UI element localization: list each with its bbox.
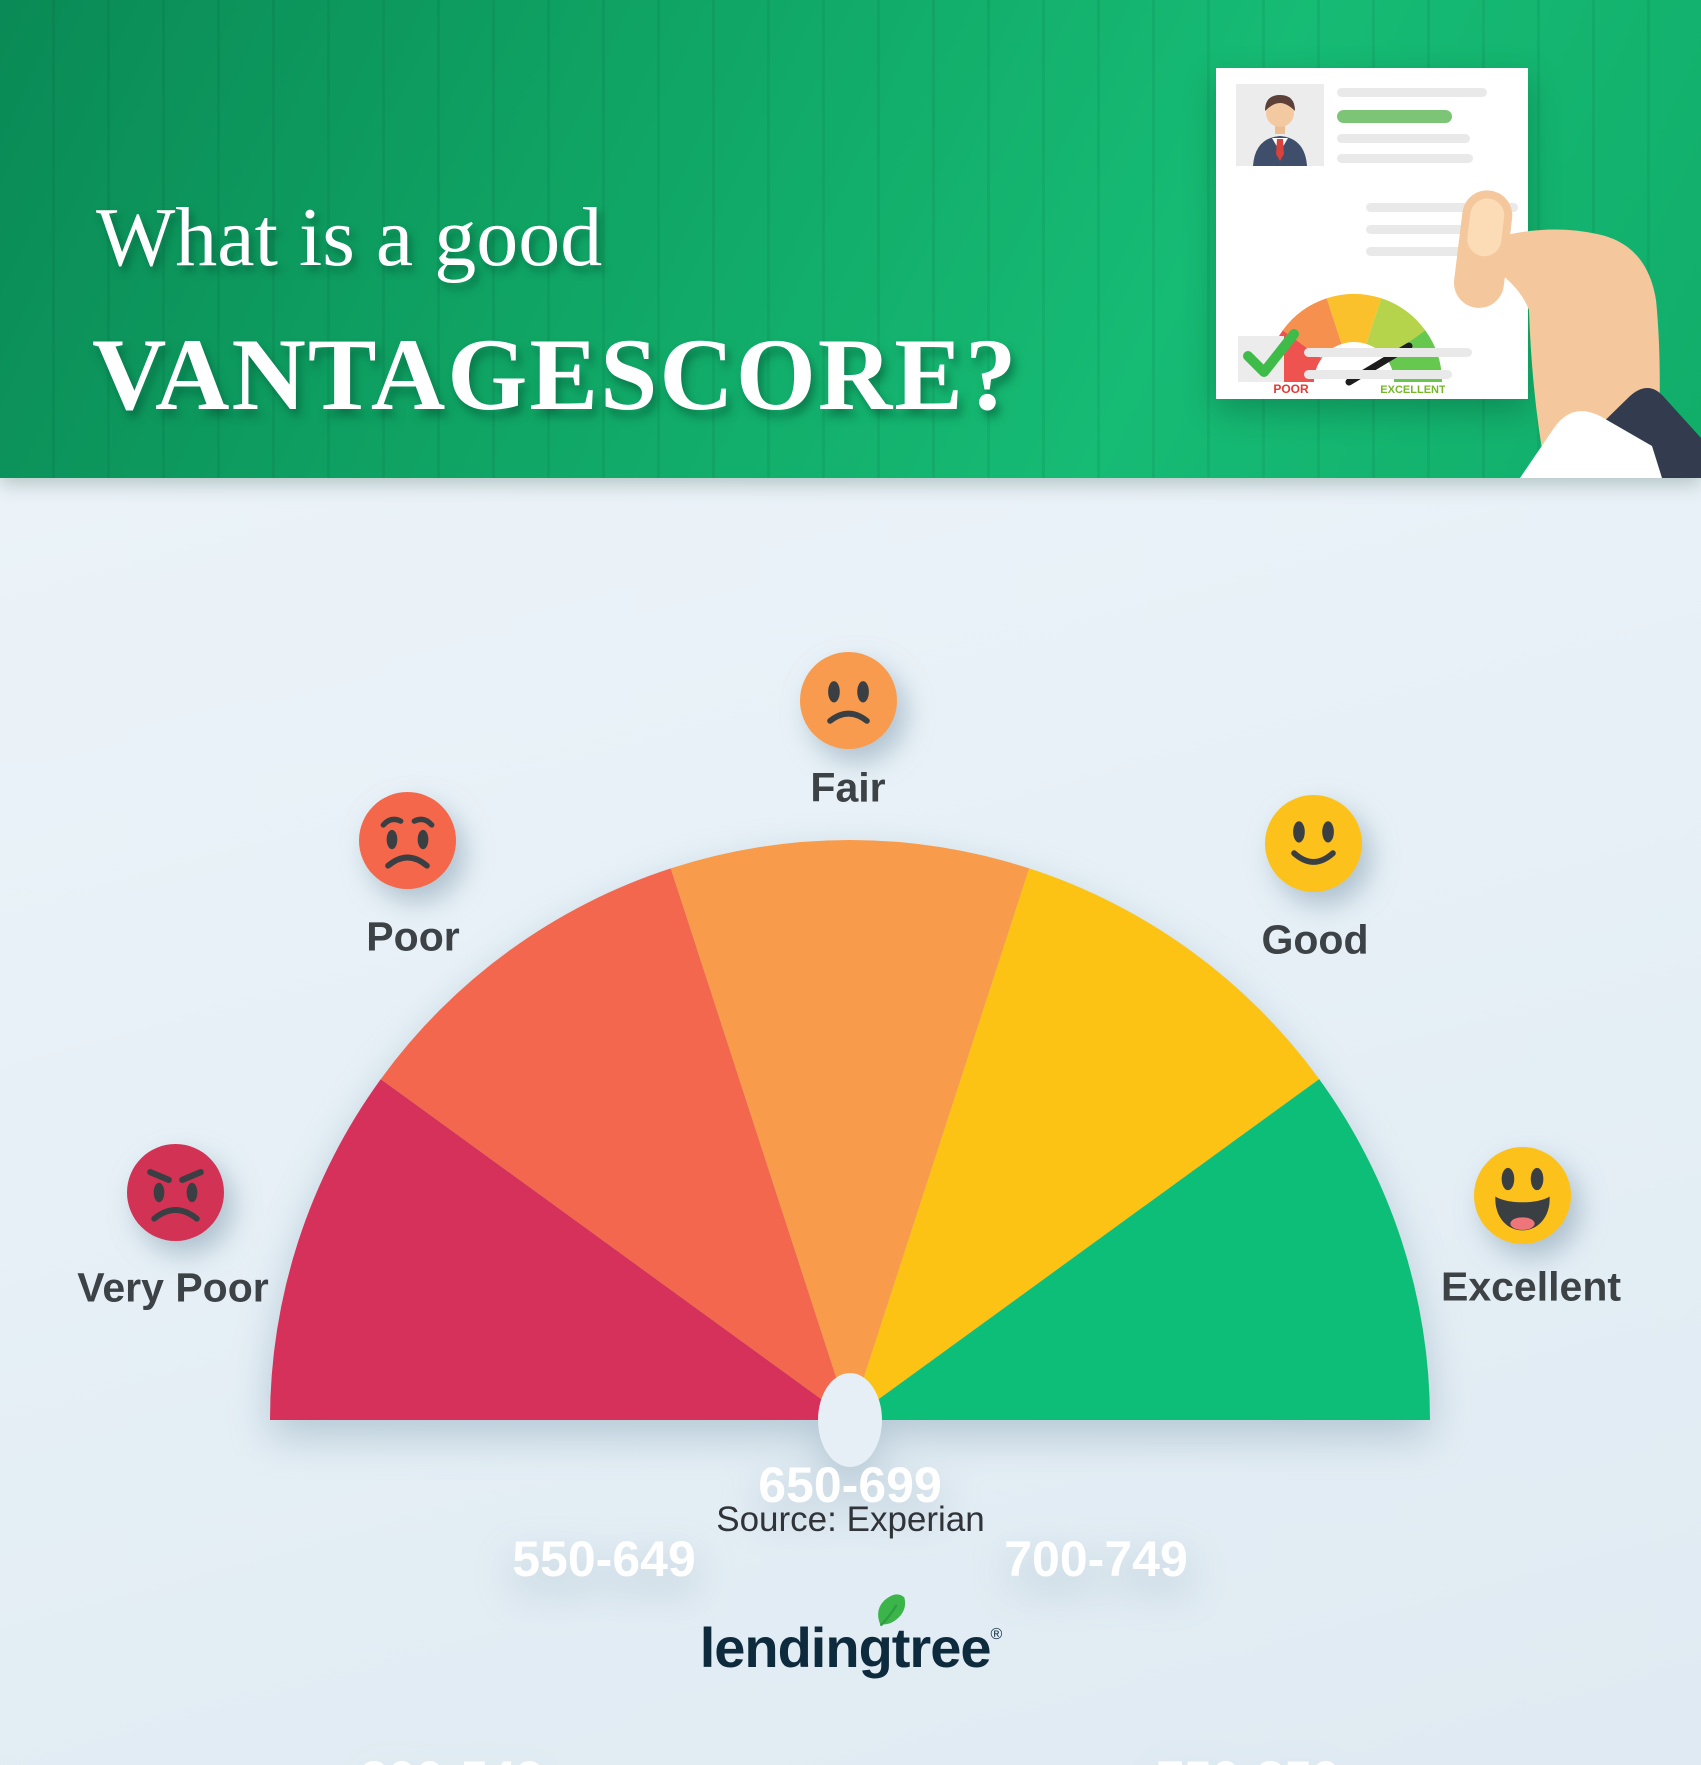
report-highlight-line: [1337, 110, 1452, 123]
good-emoji-icon: [1265, 795, 1362, 892]
vantagescore-gauge: 300-549 550-649 650-699 700-749 750-850: [270, 840, 1430, 1765]
mood-label-excellent: Excellent: [1440, 1263, 1622, 1310]
range-label-good: 700-749: [1004, 1531, 1188, 1587]
range-label-excellent: 750-850: [1156, 1751, 1340, 1765]
gauge-wedge-fair: [670, 840, 1030, 1420]
report-text-line: [1304, 370, 1452, 379]
report-text-line: [1337, 154, 1473, 163]
mood-label-poor: Poor: [366, 913, 460, 960]
report-text-line: [1337, 88, 1487, 97]
excellent-emoji-icon: [1474, 1147, 1571, 1244]
gauge-wedge-good: [850, 868, 1320, 1420]
thumb: [1453, 190, 1513, 308]
shirt-cuff: [1520, 411, 1662, 478]
report-text-line: [1304, 348, 1472, 357]
registered-mark: ®: [990, 1626, 1003, 1643]
checkmark-icon: [1243, 329, 1299, 377]
lendingtree-logo: lendingtree®: [699, 1594, 1003, 1681]
report-text-line: [1366, 247, 1504, 256]
gauge-wedge-excellent: [850, 1079, 1430, 1420]
leaf-icon: [877, 1594, 905, 1627]
range-label-very-poor: 300-549: [360, 1751, 544, 1765]
mood-label-good: Good: [1261, 916, 1369, 963]
title-line-1: What is a good: [96, 191, 603, 284]
gauge-center-notch: [818, 1373, 882, 1467]
logo-text: lendingtree: [699, 1616, 992, 1679]
title-line-2: VANTAGESCORE?: [92, 318, 1019, 432]
report-text-line: [1366, 203, 1518, 212]
gauge-section: 300-549 550-649 650-699 700-749 750-850: [0, 478, 1701, 1765]
person-avatar-icon: [1236, 84, 1324, 166]
fair-emoji-icon: [800, 652, 897, 749]
report-text-line: [1366, 225, 1511, 234]
footer-brand: lendingtree®: [0, 1594, 1701, 1681]
source-attribution: Source: Experian: [716, 1500, 985, 1539]
range-label-poor: 550-649: [512, 1531, 696, 1587]
report-text-line: [1337, 134, 1470, 143]
very-poor-emoji-icon: [127, 1144, 224, 1241]
mini-gauge-poor-label: POOR: [1273, 382, 1309, 396]
gauge-wedge-very-poor: [270, 1079, 850, 1420]
mood-label-fair: Fair: [810, 764, 886, 811]
header-banner: What is a good VANTAGESCORE?: [0, 0, 1701, 478]
gauge-wedge-poor: [380, 868, 850, 1420]
mood-label-very-poor: Very Poor: [77, 1264, 269, 1311]
mini-gauge-excellent-label: EXCELLENT: [1380, 384, 1445, 396]
poor-emoji-icon: [359, 792, 456, 889]
credit-report-illustration: POOR EXCELLENT: [1216, 68, 1528, 399]
report-photo-frame: [1236, 84, 1324, 166]
range-label-fair: 650-699: [758, 1457, 942, 1513]
hand-illustration: [1453, 190, 1701, 478]
